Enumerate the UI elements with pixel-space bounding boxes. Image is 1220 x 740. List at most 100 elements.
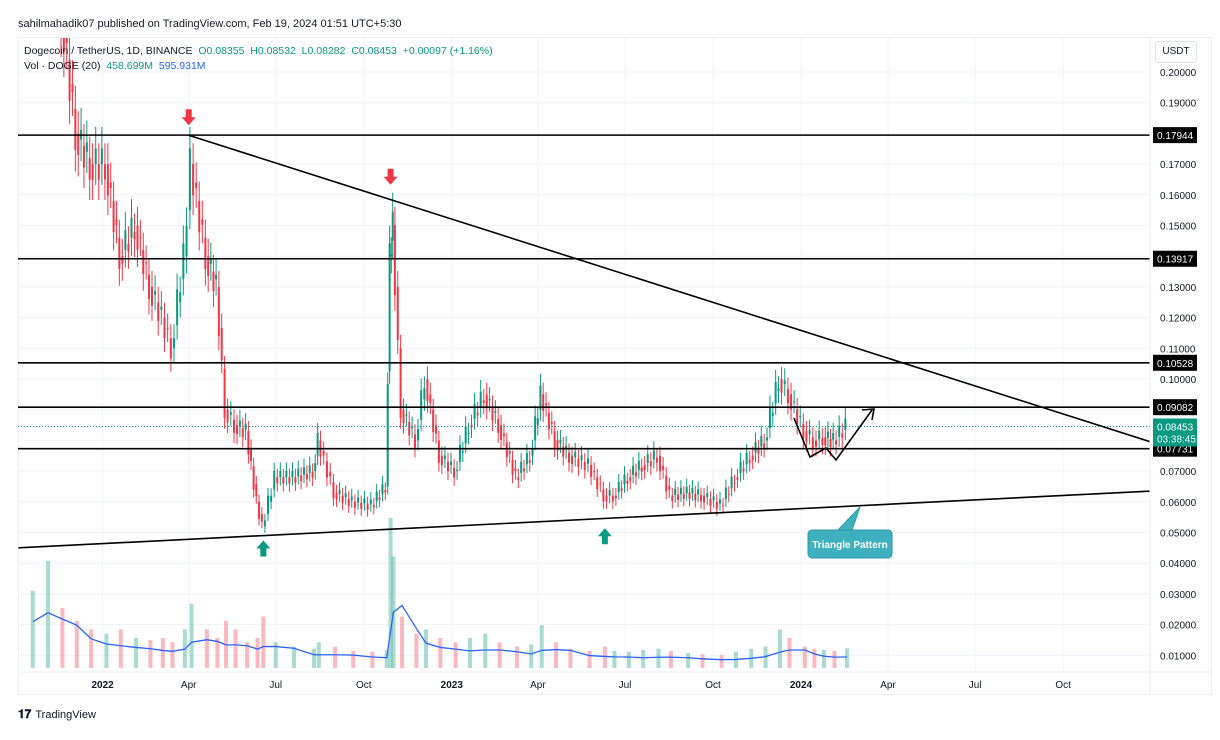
candle-body <box>223 368 226 418</box>
volume-bar <box>204 629 209 668</box>
price-tick-label: 0.07000 <box>1160 467 1197 478</box>
candle-body <box>118 237 121 270</box>
candle-body <box>786 389 789 404</box>
candle-body <box>709 498 712 506</box>
volume-bar <box>777 629 782 668</box>
currency-button[interactable]: USDT <box>1155 41 1197 63</box>
candle-body <box>282 477 285 484</box>
candle-body <box>694 493 697 501</box>
candle-body <box>142 250 145 275</box>
volume-value: 458.699M <box>106 60 153 72</box>
candle-body <box>700 495 703 502</box>
candle-body <box>127 243 130 252</box>
volume-bar <box>641 650 646 668</box>
candle-body <box>77 133 80 156</box>
candle-body <box>682 493 685 499</box>
candle-body <box>568 452 571 463</box>
price-tick-label: 0.11000 <box>1160 344 1196 355</box>
candle-body <box>74 108 77 150</box>
candle-body <box>620 488 623 491</box>
time-tick-label: 2022 <box>91 680 114 691</box>
candle-body <box>217 286 220 337</box>
candle-body <box>291 470 294 478</box>
candle-body <box>808 429 811 435</box>
candle-body <box>437 440 440 463</box>
candle-body <box>130 217 133 238</box>
candle-body <box>838 425 841 437</box>
volume-bar <box>312 648 317 668</box>
candle-body <box>308 465 311 473</box>
candle-body <box>458 444 461 462</box>
candle-body <box>577 458 580 467</box>
candle-body <box>344 493 347 498</box>
time-tick-label: Oct <box>1055 680 1071 691</box>
candle-body <box>150 286 153 306</box>
candle-body <box>244 423 247 430</box>
symbol-label[interactable]: Dogecoin / TetherUS, 1D, BINANCE <box>24 45 193 57</box>
candle-body <box>443 455 446 459</box>
candle-body <box>71 84 74 93</box>
volume-bar <box>291 646 296 668</box>
volume-bar <box>467 638 472 668</box>
high-value: H0.08532 <box>250 45 296 57</box>
candle-body <box>565 445 568 450</box>
candle-body <box>668 485 671 490</box>
candle-body <box>742 468 745 472</box>
candle-body <box>241 428 244 438</box>
candle-body <box>182 243 185 280</box>
volume-label[interactable]: Vol · DOGE (20) <box>24 60 101 72</box>
volume-bar <box>483 633 488 668</box>
candle-body <box>212 271 215 292</box>
candle-body <box>461 451 464 453</box>
candle-body <box>176 289 179 326</box>
candle-body <box>646 454 649 464</box>
arrow-up-icon <box>256 540 271 557</box>
tradingview-logo-icon: 𝟏𝟕 <box>18 707 32 721</box>
volume-bar <box>554 642 559 668</box>
candle-body <box>390 254 393 257</box>
candle-body <box>479 391 482 407</box>
candle-body <box>305 473 308 480</box>
volume-bar <box>400 616 405 668</box>
arrow-down-icon <box>383 168 398 185</box>
candle-body <box>464 426 467 444</box>
candle-body <box>671 495 674 501</box>
candle-body <box>514 468 517 471</box>
candle-body <box>207 256 210 276</box>
candle-body <box>60 0 62 31</box>
volume-bar <box>333 646 338 668</box>
price-tick-label: 0.15000 <box>1160 222 1197 233</box>
candle-body <box>542 394 545 411</box>
candle-body <box>482 400 485 404</box>
candle-body <box>677 494 680 500</box>
candle-body <box>685 486 688 494</box>
trendline <box>188 134 1150 443</box>
callout-box <box>807 506 893 559</box>
candle-body <box>322 450 325 456</box>
candle-body <box>748 460 751 463</box>
candle-body <box>539 385 542 410</box>
candle-body <box>192 164 195 196</box>
candle-body <box>204 237 207 270</box>
candle-body <box>300 475 303 482</box>
time-tick-label: Apr <box>181 680 197 691</box>
time-tick-label: 2024 <box>790 680 813 691</box>
volume-bar <box>273 642 278 668</box>
candle-body <box>85 142 88 152</box>
candle-body <box>417 429 420 441</box>
arrow-down-icon <box>181 109 196 126</box>
candle-body <box>593 471 596 473</box>
volume-bar <box>414 633 419 668</box>
candle-body <box>285 470 288 478</box>
volume-bar <box>587 650 592 668</box>
low-value: L0.08282 <box>301 45 346 57</box>
candle-body <box>166 327 169 329</box>
candle-body <box>297 469 300 477</box>
time-tick-label: 2023 <box>441 680 464 691</box>
candle-body <box>260 514 263 522</box>
candle-body <box>634 472 637 477</box>
candle-body <box>420 390 423 420</box>
candle-body <box>768 406 771 429</box>
candle-body <box>799 416 802 418</box>
